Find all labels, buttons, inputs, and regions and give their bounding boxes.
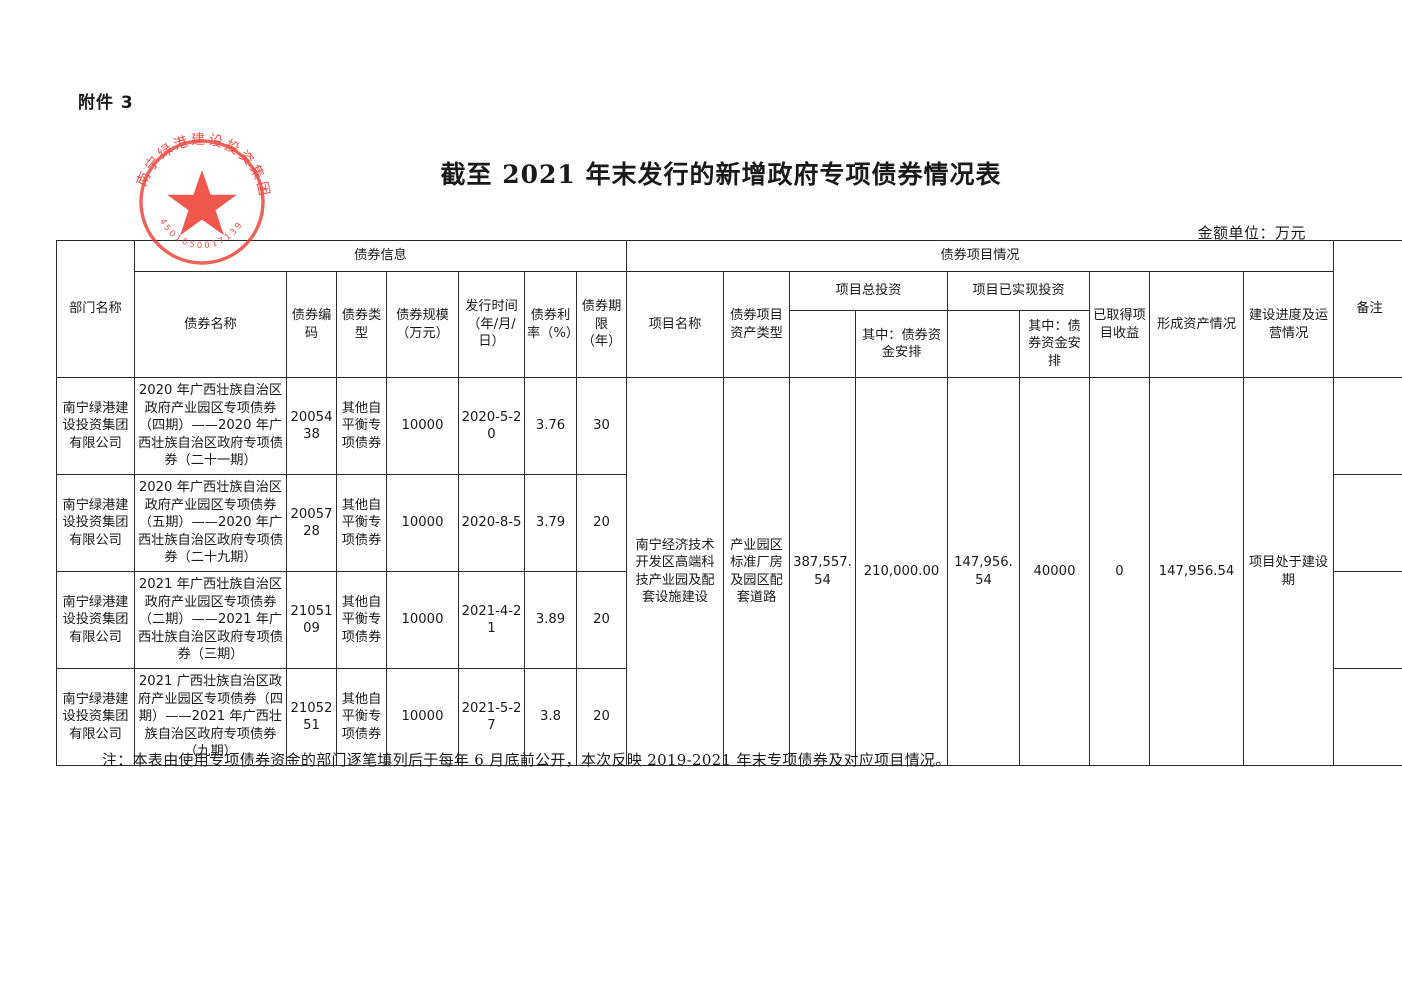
header-progress-operation: 建设进度及运营情况 bbox=[1242, 271, 1335, 378]
cell-bond-term: 20 bbox=[576, 474, 627, 572]
attachment-label: 附件 3 bbox=[78, 93, 134, 113]
header-project-asset-type: 债券项目资产类型 bbox=[723, 271, 790, 378]
header-bond-scale: 债券规模（万元） bbox=[386, 271, 459, 378]
cell-total-investment: 387,557.54 bbox=[789, 377, 856, 766]
cell-bond-code: 2005728 bbox=[286, 474, 337, 572]
cell-issue-date: 2021-4-21 bbox=[458, 571, 525, 669]
cell-bond-term: 30 bbox=[576, 377, 627, 475]
cell-bond-code: 2105109 bbox=[286, 571, 337, 669]
header-total-investment: 项目总投资 bbox=[789, 271, 948, 311]
cell-bond-name: 2020 年广西壮族自治区政府产业园区专项债券（四期）——2020 年广西壮族自… bbox=[134, 377, 287, 475]
cell-remarks bbox=[1333, 668, 1402, 766]
cell-bond-rate: 3.8 bbox=[524, 668, 577, 766]
page-title: 截至 2021 年末发行的新增政府专项债券情况表 bbox=[440, 160, 1002, 189]
cell-issue-date: 2021-5-27 bbox=[458, 668, 525, 766]
header-formed-assets: 形成资产情况 bbox=[1149, 271, 1244, 378]
header-total-investment-bond: 其中：债券资金安排 bbox=[855, 310, 948, 378]
cell-bond-name: 2021 广西壮族自治区政府产业园区专项债券（四期）——2021 年广西壮族自治… bbox=[134, 668, 287, 766]
cell-bond-type: 其他自平衡专项债券 bbox=[336, 668, 387, 766]
header-group-bond-project-info: 债券项目情况 bbox=[625, 240, 1335, 272]
cell-issue-date: 2020-8-5 bbox=[458, 474, 525, 572]
bond-table-container: 部门名称 债券信息 债券项目情况 备注 债券名称 债券编码 债券类型 债券规模（… bbox=[56, 240, 1402, 766]
cell-project-asset-type: 产业园区标准厂房及园区配套道路 bbox=[723, 377, 790, 766]
header-total-investment-blank bbox=[789, 310, 856, 378]
cell-total-investment-bond: 210,000.00 bbox=[855, 377, 948, 766]
cell-remarks bbox=[1333, 571, 1402, 669]
header-project-name: 项目名称 bbox=[626, 271, 724, 378]
cell-bond-rate: 3.76 bbox=[524, 377, 577, 475]
cell-realized-investment-bond: 40000 bbox=[1019, 377, 1090, 766]
cell-issue-date: 2020-5-20 bbox=[458, 377, 525, 475]
header-realized-investment-bond: 其中：债券资金安排 bbox=[1019, 310, 1090, 378]
cell-bond-name: 2020 年广西壮族自治区政府产业园区专项债券（五期）——2020 年广西壮族自… bbox=[134, 474, 287, 572]
cell-bond-term: 20 bbox=[576, 571, 627, 669]
cell-dept-name: 南宁绿港建设投资集团有限公司 bbox=[56, 571, 135, 669]
cell-bond-rate: 3.79 bbox=[524, 474, 577, 572]
cell-project-name: 南宁经济技术开发区高端科技产业园及配套设施建设 bbox=[626, 377, 724, 766]
header-realized-investment: 项目已实现投资 bbox=[947, 271, 1090, 311]
header-bond-type: 债券类型 bbox=[336, 271, 387, 378]
header-bond-term: 债券期限（年） bbox=[576, 271, 627, 378]
cell-obtained-income: 0 bbox=[1089, 377, 1150, 766]
cell-bond-rate: 3.89 bbox=[524, 571, 577, 669]
footer-note: 注：本表由使用专项债券资金的部门逐笔填列后于每年 6 月底前公开，本次反映 20… bbox=[102, 751, 951, 769]
header-bond-code: 债券编码 bbox=[286, 271, 337, 378]
cell-bond-type: 其他自平衡专项债券 bbox=[336, 474, 387, 572]
cell-dept-name: 南宁绿港建设投资集团有限公司 bbox=[56, 377, 135, 475]
table-row: 南宁绿港建设投资集团有限公司 2021 年广西壮族自治区政府产业园区专项债券（二… bbox=[56, 571, 1402, 669]
header-issue-date: 发行时间（年/月/日） bbox=[458, 271, 525, 378]
cell-remarks bbox=[1333, 377, 1402, 475]
cell-bond-scale: 10000 bbox=[386, 571, 459, 669]
header-bond-rate: 债券利率（%） bbox=[524, 271, 579, 378]
cell-bond-scale: 10000 bbox=[386, 474, 459, 572]
cell-bond-type: 其他自平衡专项债券 bbox=[336, 377, 387, 475]
cell-bond-scale: 10000 bbox=[386, 668, 459, 766]
cell-progress-operation: 项目处于建设期 bbox=[1242, 377, 1335, 766]
table-row: 南宁绿港建设投资集团有限公司 2020 年广西壮族自治区政府产业园区专项债券（四… bbox=[56, 377, 1402, 766]
cell-bond-term: 20 bbox=[576, 668, 627, 766]
cell-remarks bbox=[1333, 474, 1402, 572]
cell-dept-name: 南宁绿港建设投资集团有限公司 bbox=[56, 668, 135, 766]
table-row: 南宁绿港建设投资集团有限公司 2021 广西壮族自治区政府产业园区专项债券（四期… bbox=[56, 668, 1402, 766]
cell-bond-type: 其他自平衡专项债券 bbox=[336, 571, 387, 669]
cell-bond-code: 2105251 bbox=[286, 668, 337, 766]
header-group-bond-info: 债券信息 bbox=[134, 240, 627, 272]
amount-unit-note: 金额单位：万元 bbox=[1197, 224, 1306, 242]
cell-formed-assets: 147,956.54 bbox=[1149, 377, 1244, 766]
header-dept-name: 部门名称 bbox=[56, 240, 135, 378]
header-bond-name: 债券名称 bbox=[134, 271, 287, 378]
header-remarks: 备注 bbox=[1333, 240, 1402, 378]
cell-bond-code: 2005438 bbox=[286, 377, 337, 475]
bond-table-body: 南宁绿港建设投资集团有限公司 2020 年广西壮族自治区政府产业园区专项债券（四… bbox=[56, 377, 1402, 766]
table-row: 南宁绿港建设投资集团有限公司 2020 年广西壮族自治区政府产业园区专项债券（五… bbox=[56, 474, 1402, 572]
cell-realized-investment: 147,956.54 bbox=[947, 377, 1020, 766]
cell-dept-name: 南宁绿港建设投资集团有限公司 bbox=[56, 474, 135, 572]
special-bond-table: 部门名称 债券信息 债券项目情况 备注 债券名称 债券编码 债券类型 债券规模（… bbox=[56, 240, 1402, 766]
cell-bond-scale: 10000 bbox=[386, 377, 459, 475]
cell-bond-name: 2021 年广西壮族自治区政府产业园区专项债券（二期）——2021 年广西壮族自… bbox=[134, 571, 287, 669]
header-obtained-income: 已取得项目收益 bbox=[1089, 271, 1150, 378]
header-realized-investment-blank bbox=[947, 310, 1020, 378]
